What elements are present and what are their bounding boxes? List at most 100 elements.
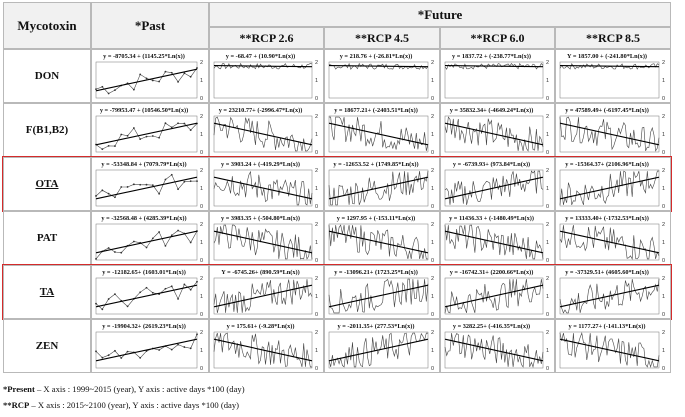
y-tick-label: 2 [662,276,665,282]
y-tick-label: 2 [662,222,665,228]
observed-line [213,332,312,368]
regression-equation: y = 23210.77+ (-2996.47*Ln(x)) [218,107,303,114]
rcp1-plot-5: 2 1 0 y = 175.61+ (-9.28*Ln(x)) [209,319,324,373]
y-tick-label: 1 [546,294,549,300]
y-tick-label: 1 [200,132,203,138]
regression-equation: y = 1297.95 + (-153.11*Ln(x)) [336,215,416,222]
y-tick-label: 0 [546,96,549,102]
trend-line [444,176,544,200]
footnote-present: *Present – X axis : 1999~2015 (year), Y … [3,384,245,394]
plot-series-4-1: 2 1 0 [213,276,318,318]
y-tick-label: 2 [431,276,434,282]
y-tick-label: 1 [315,294,318,300]
data-point [114,89,116,92]
row-label-pat: PAT [3,211,91,265]
y-tick-label: 1 [431,348,434,354]
plot-frame [559,223,660,261]
data-point [196,280,198,283]
regression-equation: y = -15364.37+ (2106.96*Ln(x)) [565,161,649,168]
rcp1-plot-2: 2 1 0 y = 3903.24 + (-419.29*Ln(x)) [209,157,324,211]
data-point [101,148,104,151]
y-tick-label: 0 [431,366,434,372]
regression-equation: y = -37329.51+ (4605.60*Ln(x)) [565,269,649,276]
data-point [120,133,123,136]
y-tick-label: 0 [200,96,203,102]
plot-series-0-0: 2 1 0 [95,60,203,102]
y-tick-label: 2 [662,168,665,174]
plot-frame [328,115,429,153]
y-tick-label: 0 [200,366,203,372]
header-past: *Past [91,2,209,49]
data-point [132,88,135,91]
data-point [196,333,198,336]
observed-line [329,116,429,151]
y-tick-label: 1 [662,78,665,84]
observed-line [95,334,198,359]
header-rcp45: **RCP 4.5 [324,27,440,49]
row-label-ota: OTA [3,157,91,211]
observed-line [95,67,198,94]
data-point [177,298,179,300]
y-tick-label: 0 [546,312,549,318]
y-tick-label: 0 [200,204,203,210]
y-tick-label: 0 [315,150,318,156]
data-point [145,77,148,80]
plot-frame [328,331,429,369]
data-point [107,298,110,300]
plot-frame [444,169,544,207]
observed-line [559,331,660,369]
rcp1-plot-4: 2 1 0 Y = -6745.26+ (890.59*Ln(x)) [209,265,324,319]
regression-equation: y = 35832.34+ (-4649.24*Ln(x)) [449,107,534,114]
rcp4-plot-4: 2 1 0 y = -37329.51+ (4605.60*Ln(x)) [555,265,671,319]
y-tick-label: 2 [662,114,665,120]
y-tick-label: 1 [315,240,318,246]
rcp2-plot-2: 2 1 0 y = -12653.52 + (1749.85*Ln(x)) [324,157,440,211]
plot-series-3-4: 2 1 0 [559,222,665,264]
plot-frame [95,115,198,153]
observed-line [444,170,544,205]
data-point [189,75,192,78]
y-tick-label: 1 [200,186,203,192]
plot-frame [95,61,198,99]
y-tick-label: 0 [662,312,665,318]
trend-line [444,230,544,254]
data-point [120,357,123,359]
rcp3-plot-3: 2 1 0 y = 11436.33 + (-1480.49*Ln(x)) [440,211,555,265]
y-tick-label: 1 [431,78,434,84]
observed-line [213,279,313,313]
regression-equation: y = -68.47 + (10.90*Ln(x)) [225,53,296,60]
rcp4-plot-3: 2 1 0 y = 13333.40+ (-1732.53*Ln(x)) [555,211,671,265]
footnote-rcp: **RCP – X axis : 2015~2100 (year), Y axi… [3,400,239,410]
regression-equation: y = 175.61+ (-9.28*Ln(x)) [226,323,295,330]
y-tick-label: 2 [200,330,203,336]
plot-series-0-4: 2 1 0 [559,60,665,102]
data-point [158,231,161,233]
trend-line [444,338,544,362]
data-point [120,251,123,254]
data-point [170,173,173,176]
rcp3-plot-2: 2 1 0 y = -6739.93+ (973.84*Ln(x)) [440,157,555,211]
trend-line [213,338,313,362]
y-tick-label: 1 [315,78,318,84]
y-tick-label: 0 [431,204,434,210]
regression-equation: Y = -6745.26+ (890.59*Ln(x)) [221,269,300,276]
regression-equation: y = 1177.27+ (-141.13*Ln(x)) [568,323,646,330]
y-tick-label: 2 [662,330,665,336]
y-tick-label: 0 [431,258,434,264]
rcp1-plot-1: 2 1 0 y = 23210.77+ (-2996.47*Ln(x)) [209,103,324,157]
observed-line [328,278,429,314]
regression-equation: y = -53348.84 + (7079.79*Ln(x)) [101,161,187,168]
regression-equation: y = 1837.72 + (-238.77*Ln(x)) [452,53,531,60]
rcp2-plot-5: 2 1 0 y = -2011.35+ (277.53*Ln(x)) [324,319,440,373]
data-point [139,138,142,140]
y-tick-label: 1 [431,240,434,246]
rcp4-plot-0: 2 1 0 Y = 1857.00 + (-241.80*Ln(x)) [555,49,671,103]
y-tick-label: 1 [662,240,665,246]
plot-frame [444,331,544,369]
rcp2-plot-1: 2 1 0 y = 18677.21+ (-2403.51*Ln(x)) [324,103,440,157]
y-tick-label: 1 [315,348,318,354]
data-point [158,192,161,195]
observed-line [213,116,313,152]
y-tick-label: 1 [662,294,665,300]
data-point [139,291,142,294]
